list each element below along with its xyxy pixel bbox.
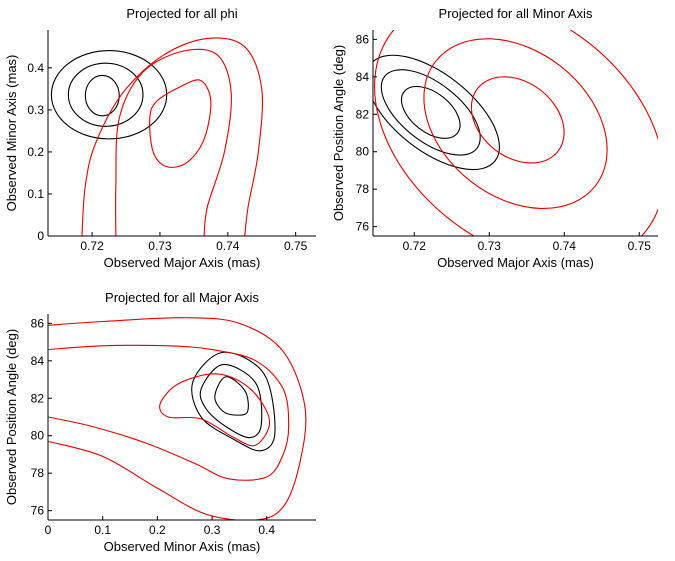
chart-title: Projected for all Major Axis: [105, 290, 259, 305]
chart-title: Projected for all phi: [126, 6, 237, 21]
y-tick-label: 86: [31, 316, 45, 330]
observed-contour-2: [199, 364, 263, 439]
observed-contour-3: [373, 54, 500, 171]
x-tick-label: 0.73: [478, 239, 502, 253]
x-tick-label: 0.2: [149, 523, 166, 537]
y-tick-label: 76: [356, 220, 370, 234]
y-tick-label: 0.4: [27, 61, 44, 75]
x-axis-label: Observed Major Axis (mas): [437, 255, 594, 270]
y-tick-label: 78: [356, 182, 370, 196]
y-tick-label: 80: [31, 429, 45, 443]
observed-contour-3: [191, 351, 276, 452]
y-tick-label: 0.1: [27, 187, 44, 201]
x-tick-label: 0: [45, 523, 52, 537]
x-tick-label: 0.3: [204, 523, 221, 537]
model-contour-5: [115, 48, 232, 236]
observed-contour-1: [214, 376, 249, 416]
model-contour-6: [81, 37, 264, 236]
y-tick-label: 0.2: [27, 145, 44, 159]
model-contour-5: [48, 344, 290, 481]
model-contour-6: [48, 317, 307, 520]
y-tick-label: 86: [356, 32, 370, 46]
x-tick-label: 0.74: [553, 239, 577, 253]
observed-contour-2: [67, 62, 144, 127]
y-tick-label: 82: [356, 107, 370, 121]
x-tick-label: 0.1: [94, 523, 111, 537]
model-contour-6: [374, 30, 658, 236]
y-tick-label: 0: [37, 229, 44, 243]
chart-panel-1: 0.72 0.73 0.74 0.75 0 0.1 0.2 0.3 0.4 Projected f…: [4, 6, 316, 270]
x-tick-label: 0.75: [628, 239, 652, 253]
model-contour-5: [423, 38, 608, 210]
observed-contour-1: [400, 85, 461, 139]
y-tick-label: 84: [31, 354, 45, 368]
contour-group: [50, 37, 264, 236]
y-tick-label: 84: [356, 70, 370, 84]
chart-title: Projected for all Minor Axis: [439, 6, 593, 21]
observed-contour-3: [50, 50, 168, 140]
x-tick-label: 0.4: [258, 523, 275, 537]
x-tick-label: 0.72: [80, 239, 104, 253]
y-tick-label: 0.3: [27, 103, 44, 117]
x-axis-label: Observed Minor Axis (mas): [104, 539, 261, 554]
chart-panel-2: 0.72 0.73 0.74 0.75 76 78 80 82 84 86 Projected fo…: [331, 6, 658, 270]
observed-contour-2: [380, 69, 481, 156]
x-tick-label: 0.74: [216, 239, 240, 253]
model-contour-4: [149, 79, 212, 168]
y-tick-label: 82: [31, 391, 45, 405]
x-tick-label: 0.73: [148, 239, 172, 253]
y-tick-label: 76: [31, 504, 45, 518]
contour-group: [48, 317, 307, 520]
contour-group: [373, 30, 658, 236]
y-tick-label: 78: [31, 466, 45, 480]
chart-panel-3: 0 0.1 0.2 0.3 0.4 76 78 80 82 84 86 Projected for a…: [4, 290, 316, 554]
y-axis-label: Observed Position Angle (deg): [4, 329, 19, 505]
model-contour-4: [470, 76, 565, 164]
x-tick-label: 0.75: [284, 239, 308, 253]
model-contour-4: [159, 373, 271, 447]
x-tick-label: 0.72: [403, 239, 427, 253]
y-axis-label: Observed Position Angle (deg): [331, 45, 346, 221]
y-tick-label: 80: [356, 145, 370, 159]
y-axis-label: Observed Minor Axis (mas): [4, 55, 19, 212]
observed-contour-1: [84, 74, 120, 117]
x-axis-label: Observed Major Axis (mas): [104, 255, 261, 270]
